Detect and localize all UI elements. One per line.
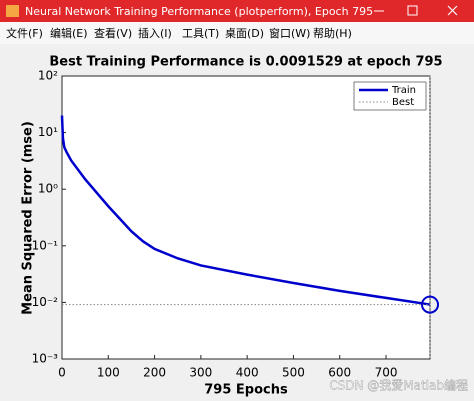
menu-item[interactable]: 插入(I) <box>138 26 172 40</box>
y-tick-label: 10¹ <box>38 125 58 139</box>
x-tick-label: 600 <box>328 366 351 380</box>
x-tick-label: 0 <box>58 366 66 380</box>
menu-item[interactable]: 桌面(D) <box>225 27 264 40</box>
menu-item[interactable]: 文件(F) <box>6 26 43 40</box>
y-tick-label: 10⁻¹ <box>32 238 59 252</box>
axes-box <box>61 75 431 360</box>
legend-box <box>353 81 427 111</box>
y-axis-label: Mean Squared Error (mse) <box>21 121 36 315</box>
app-icon <box>6 5 19 17</box>
x-tick-label: 700 <box>375 366 398 380</box>
x-tick-label: 500 <box>282 366 305 380</box>
menu-item[interactable]: 窗口(W) <box>269 26 310 40</box>
menu-item[interactable]: 编辑(E) <box>50 26 88 40</box>
title-bar <box>0 0 474 22</box>
legend-label: Train <box>391 85 416 96</box>
maximize-button[interactable] <box>407 5 418 16</box>
watermark: CSDN @我爱Matlab编程 <box>329 378 468 393</box>
best-marker <box>421 295 439 314</box>
menu-item[interactable]: 工具(T) <box>182 27 219 40</box>
x-tick-label: 400 <box>236 366 259 380</box>
x-tick-label: 100 <box>97 366 120 380</box>
y-tick-label: 10⁰ <box>38 182 58 196</box>
x-axis-label: 795 Epochs <box>204 383 288 398</box>
y-tick-label: 10² <box>38 69 58 83</box>
menu-item[interactable]: 查看(V) <box>94 26 132 40</box>
y-tick-label: 10⁻³ <box>32 352 59 366</box>
menu-item[interactable]: 帮助(H) <box>313 26 352 40</box>
chart-title: Best Training Performance is 0.0091529 a… <box>49 55 442 70</box>
x-tick-label: 200 <box>143 366 166 380</box>
train-line <box>60 115 431 306</box>
close-button[interactable] <box>447 5 458 16</box>
window-title: Neural Network Training Performance (plo… <box>25 5 373 18</box>
x-tick-label: 300 <box>189 366 212 380</box>
legend-label: Best <box>392 97 414 108</box>
y-tick-label: 10⁻² <box>32 295 59 309</box>
menu-bar <box>0 22 474 44</box>
